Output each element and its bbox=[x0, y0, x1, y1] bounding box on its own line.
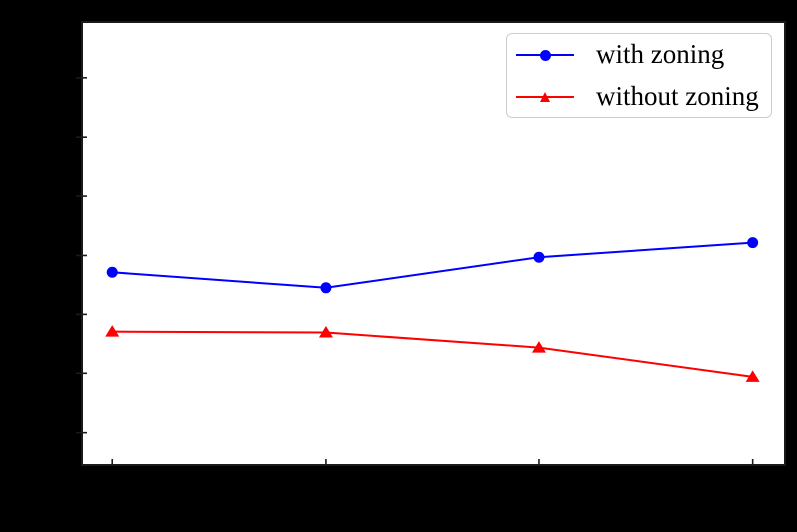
triangle-marker-icon bbox=[540, 91, 550, 102]
legend-item-with-zoning: with zoning bbox=[516, 38, 759, 71]
circle-marker-icon bbox=[540, 49, 551, 61]
legend-item-without-zoning: without zoning bbox=[516, 80, 759, 113]
legend-label-without-zoning: without zoning bbox=[596, 81, 759, 111]
legend-label-with-zoning: with zoning bbox=[596, 39, 725, 69]
legend-sample-with-zoning bbox=[516, 48, 574, 62]
legend-sample-without-zoning bbox=[516, 90, 574, 104]
legend: with zoning without zoning bbox=[506, 33, 772, 118]
